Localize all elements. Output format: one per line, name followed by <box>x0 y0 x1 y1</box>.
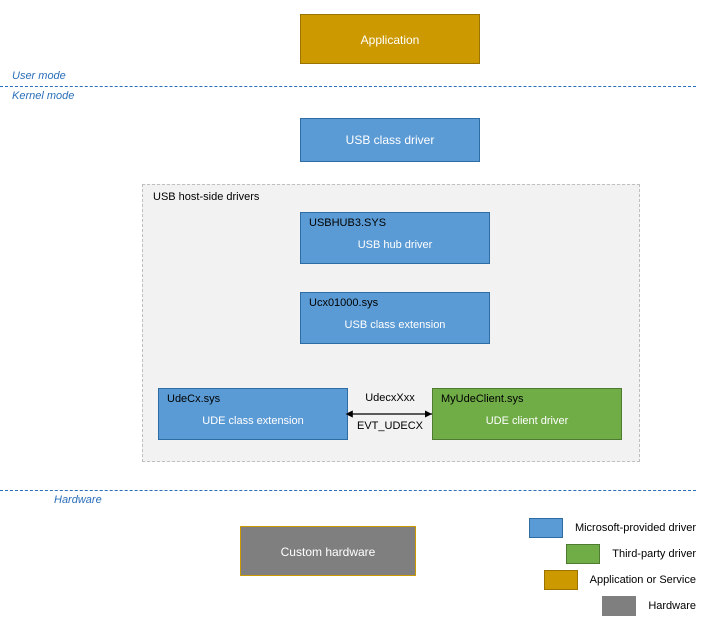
usbhub3-label: USB hub driver <box>301 233 489 261</box>
udecx-box: UdeCx.sys UDE class extension <box>158 388 348 440</box>
usb-class-driver-label: USB class driver <box>301 119 479 161</box>
legend-label: Microsoft-provided driver <box>575 522 696 534</box>
edge-top-label: UdecxXxx <box>350 392 430 404</box>
legend-swatch <box>529 518 563 538</box>
legend: Microsoft-provided driver Third-party dri… <box>529 518 696 622</box>
user-kernel-divider <box>0 86 696 87</box>
custom-hardware-label: Custom hardware <box>241 527 415 577</box>
legend-row: Hardware <box>529 596 696 616</box>
udecx-label: UDE class extension <box>159 409 347 437</box>
ucx01000-label: USB class extension <box>301 313 489 341</box>
myudeclient-title: MyUdeClient.sys <box>433 389 621 409</box>
legend-row: Third-party driver <box>529 544 696 564</box>
legend-row: Application or Service <box>529 570 696 590</box>
user-mode-label: User mode <box>12 70 66 82</box>
legend-swatch <box>602 596 636 616</box>
usb-class-driver-box: USB class driver <box>300 118 480 162</box>
myudeclient-label: UDE client driver <box>433 409 621 437</box>
ucx01000-box: Ucx01000.sys USB class extension <box>300 292 490 344</box>
hardware-divider <box>0 490 696 491</box>
legend-row: Microsoft-provided driver <box>529 518 696 538</box>
edge-bottom-label: EVT_UDECX <box>350 420 430 432</box>
legend-swatch <box>544 570 578 590</box>
custom-hardware-box: Custom hardware <box>240 526 416 576</box>
usbhub3-title: USBHUB3.SYS <box>301 213 489 233</box>
myudeclient-box: MyUdeClient.sys UDE client driver <box>432 388 622 440</box>
group-title: USB host-side drivers <box>153 191 259 203</box>
legend-label: Hardware <box>648 600 696 612</box>
ucx01000-title: Ucx01000.sys <box>301 293 489 313</box>
application-label: Application <box>301 15 479 65</box>
kernel-mode-label: Kernel mode <box>12 90 74 102</box>
legend-swatch <box>566 544 600 564</box>
application-box: Application <box>300 14 480 64</box>
hardware-label: Hardware <box>54 494 102 506</box>
usbhub3-box: USBHUB3.SYS USB hub driver <box>300 212 490 264</box>
legend-label: Third-party driver <box>612 548 696 560</box>
legend-label: Application or Service <box>590 574 696 586</box>
udecx-title: UdeCx.sys <box>159 389 347 409</box>
